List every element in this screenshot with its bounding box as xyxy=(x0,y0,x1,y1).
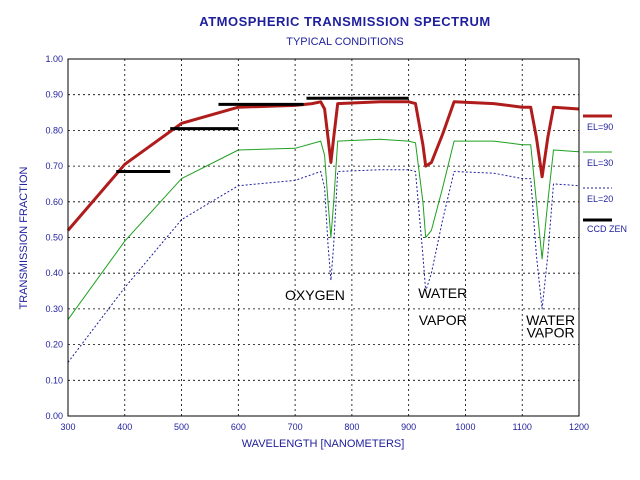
y-tick-label: 0.80 xyxy=(45,125,63,135)
annotation-label: VAPOR xyxy=(419,312,467,328)
y-tick-label: 0.40 xyxy=(45,268,63,278)
legend-label: EL=20 xyxy=(587,194,613,204)
x-tick-label: 400 xyxy=(117,422,132,432)
grid xyxy=(68,59,579,416)
series-el20-line xyxy=(67,169,580,363)
plot-frame xyxy=(67,58,580,417)
annotation-label: WATER xyxy=(418,285,467,301)
chart-subtitle: TYPICAL CONDITIONS xyxy=(286,36,404,48)
annotation-label: OXYGEN xyxy=(285,287,345,303)
y-tick-label: 0.60 xyxy=(45,197,63,207)
y-tick-label: 0.30 xyxy=(45,304,63,314)
x-tick-label: 500 xyxy=(174,422,189,432)
annotation-label: VAPOR xyxy=(527,324,575,340)
x-tick-label: 900 xyxy=(401,422,416,432)
legend: EL=90 EL=30 EL=20 CCD ZEN xyxy=(583,114,627,234)
series-el30-line xyxy=(67,138,580,320)
y-tick-label: 0.10 xyxy=(45,375,63,385)
y-tick-label: 0.90 xyxy=(45,90,63,100)
x-tick-label: 300 xyxy=(60,422,75,432)
legend-label: CCD ZEN xyxy=(587,224,627,234)
x-tick-label: 800 xyxy=(344,422,359,432)
y-tick-label: 0.00 xyxy=(45,411,63,421)
x-axis-label: WAVELENGTH [NANOMETERS] xyxy=(242,438,405,450)
tick-labels: 300 400 500 600 700 800 900 1000 1100 1200 0.00 0.1… xyxy=(45,54,589,432)
y-tick-label: 0.50 xyxy=(45,233,63,243)
y-tick-label: 0.70 xyxy=(45,161,63,171)
legend-label: EL=90 xyxy=(587,122,613,132)
x-tick-label: 600 xyxy=(231,422,246,432)
x-tick-label: 1100 xyxy=(513,422,532,432)
x-tick-label: 1200 xyxy=(569,422,589,432)
legend-label: EL=30 xyxy=(587,158,613,168)
y-axis-label: TRANSMISSION FRACTION xyxy=(18,166,30,309)
x-tick-label: 1000 xyxy=(455,422,475,432)
series-lines xyxy=(66,96,580,363)
y-tick-label: 1.00 xyxy=(45,54,63,64)
chart-title: ATMOSPHERIC TRANSMISSION SPECTRUM xyxy=(199,14,490,29)
x-tick-label: 700 xyxy=(288,422,303,432)
annotation-label: WATER xyxy=(526,312,575,328)
y-tick-label: 0.20 xyxy=(45,340,63,350)
